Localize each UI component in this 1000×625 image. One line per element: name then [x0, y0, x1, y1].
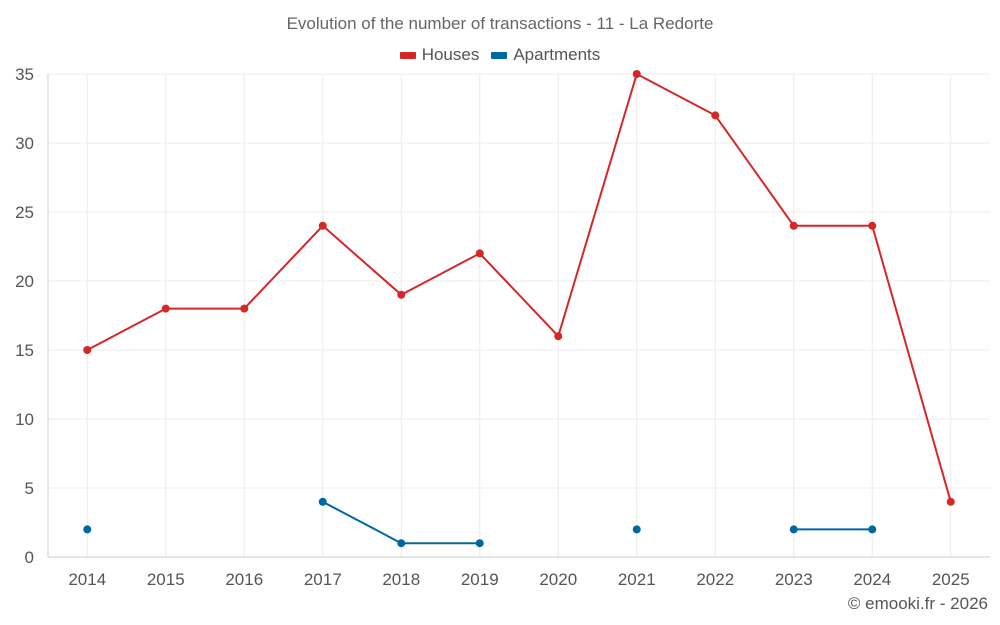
data-point-houses	[83, 346, 92, 354]
legend: Houses Apartments	[0, 45, 1000, 65]
y-tick-label: 30	[15, 134, 34, 153]
legend-item-apartments[interactable]: Apartments	[491, 45, 600, 65]
y-tick-label: 15	[15, 341, 34, 360]
x-tick-label: 2015	[147, 570, 185, 589]
data-point-houses	[946, 497, 955, 506]
legend-label-apartments: Apartments	[513, 45, 601, 64]
data-point-houses	[868, 221, 877, 230]
x-tick-label: 2024	[853, 570, 891, 589]
data-point-houses	[161, 304, 170, 313]
data-point-houses	[318, 221, 327, 230]
legend-swatch-houses	[399, 51, 416, 59]
data-point-apartments	[318, 497, 327, 506]
y-tick-label: 35	[15, 65, 34, 84]
y-tick-label: 25	[15, 203, 34, 222]
x-tick-label: 2017	[304, 570, 342, 589]
legend-label-houses: Houses	[421, 45, 480, 64]
credit-text: © emooki.fr - 2026	[847, 594, 988, 613]
data-point-apartments	[397, 539, 406, 548]
y-tick-label: 10	[15, 410, 34, 429]
data-point-houses	[789, 221, 798, 230]
x-tick-label: 2023	[775, 570, 813, 589]
data-point-apartments	[789, 525, 798, 534]
data-point-houses	[711, 111, 720, 120]
x-tick-label: 2022	[696, 570, 734, 589]
x-tick-label: 2025	[932, 570, 970, 589]
x-tick-label: 2020	[539, 570, 577, 589]
data-point-apartments	[475, 539, 484, 548]
y-tick-label: 5	[25, 479, 34, 498]
x-tick-label: 2018	[382, 570, 420, 589]
x-tick-label: 2014	[68, 570, 106, 589]
data-point-houses	[475, 249, 484, 258]
series-line-houses	[86, 73, 952, 503]
y-tick-label: 20	[15, 272, 34, 291]
data-point-houses	[240, 304, 249, 313]
legend-item-houses[interactable]: Houses	[399, 45, 480, 65]
chart-title: Evolution of the number of transactions …	[286, 14, 714, 33]
x-tick-label: 2016	[225, 570, 263, 589]
data-point-apartments	[83, 525, 92, 534]
legend-swatch-apartments	[491, 51, 508, 59]
data-point-apartments	[632, 525, 641, 534]
data-point-houses	[397, 290, 406, 299]
data-point-houses	[632, 70, 641, 78]
x-tick-label: 2021	[618, 570, 656, 589]
data-point-apartments	[868, 525, 877, 534]
x-tick-label: 2019	[461, 570, 499, 589]
y-tick-label: 0	[25, 548, 34, 567]
data-point-houses	[554, 332, 563, 341]
